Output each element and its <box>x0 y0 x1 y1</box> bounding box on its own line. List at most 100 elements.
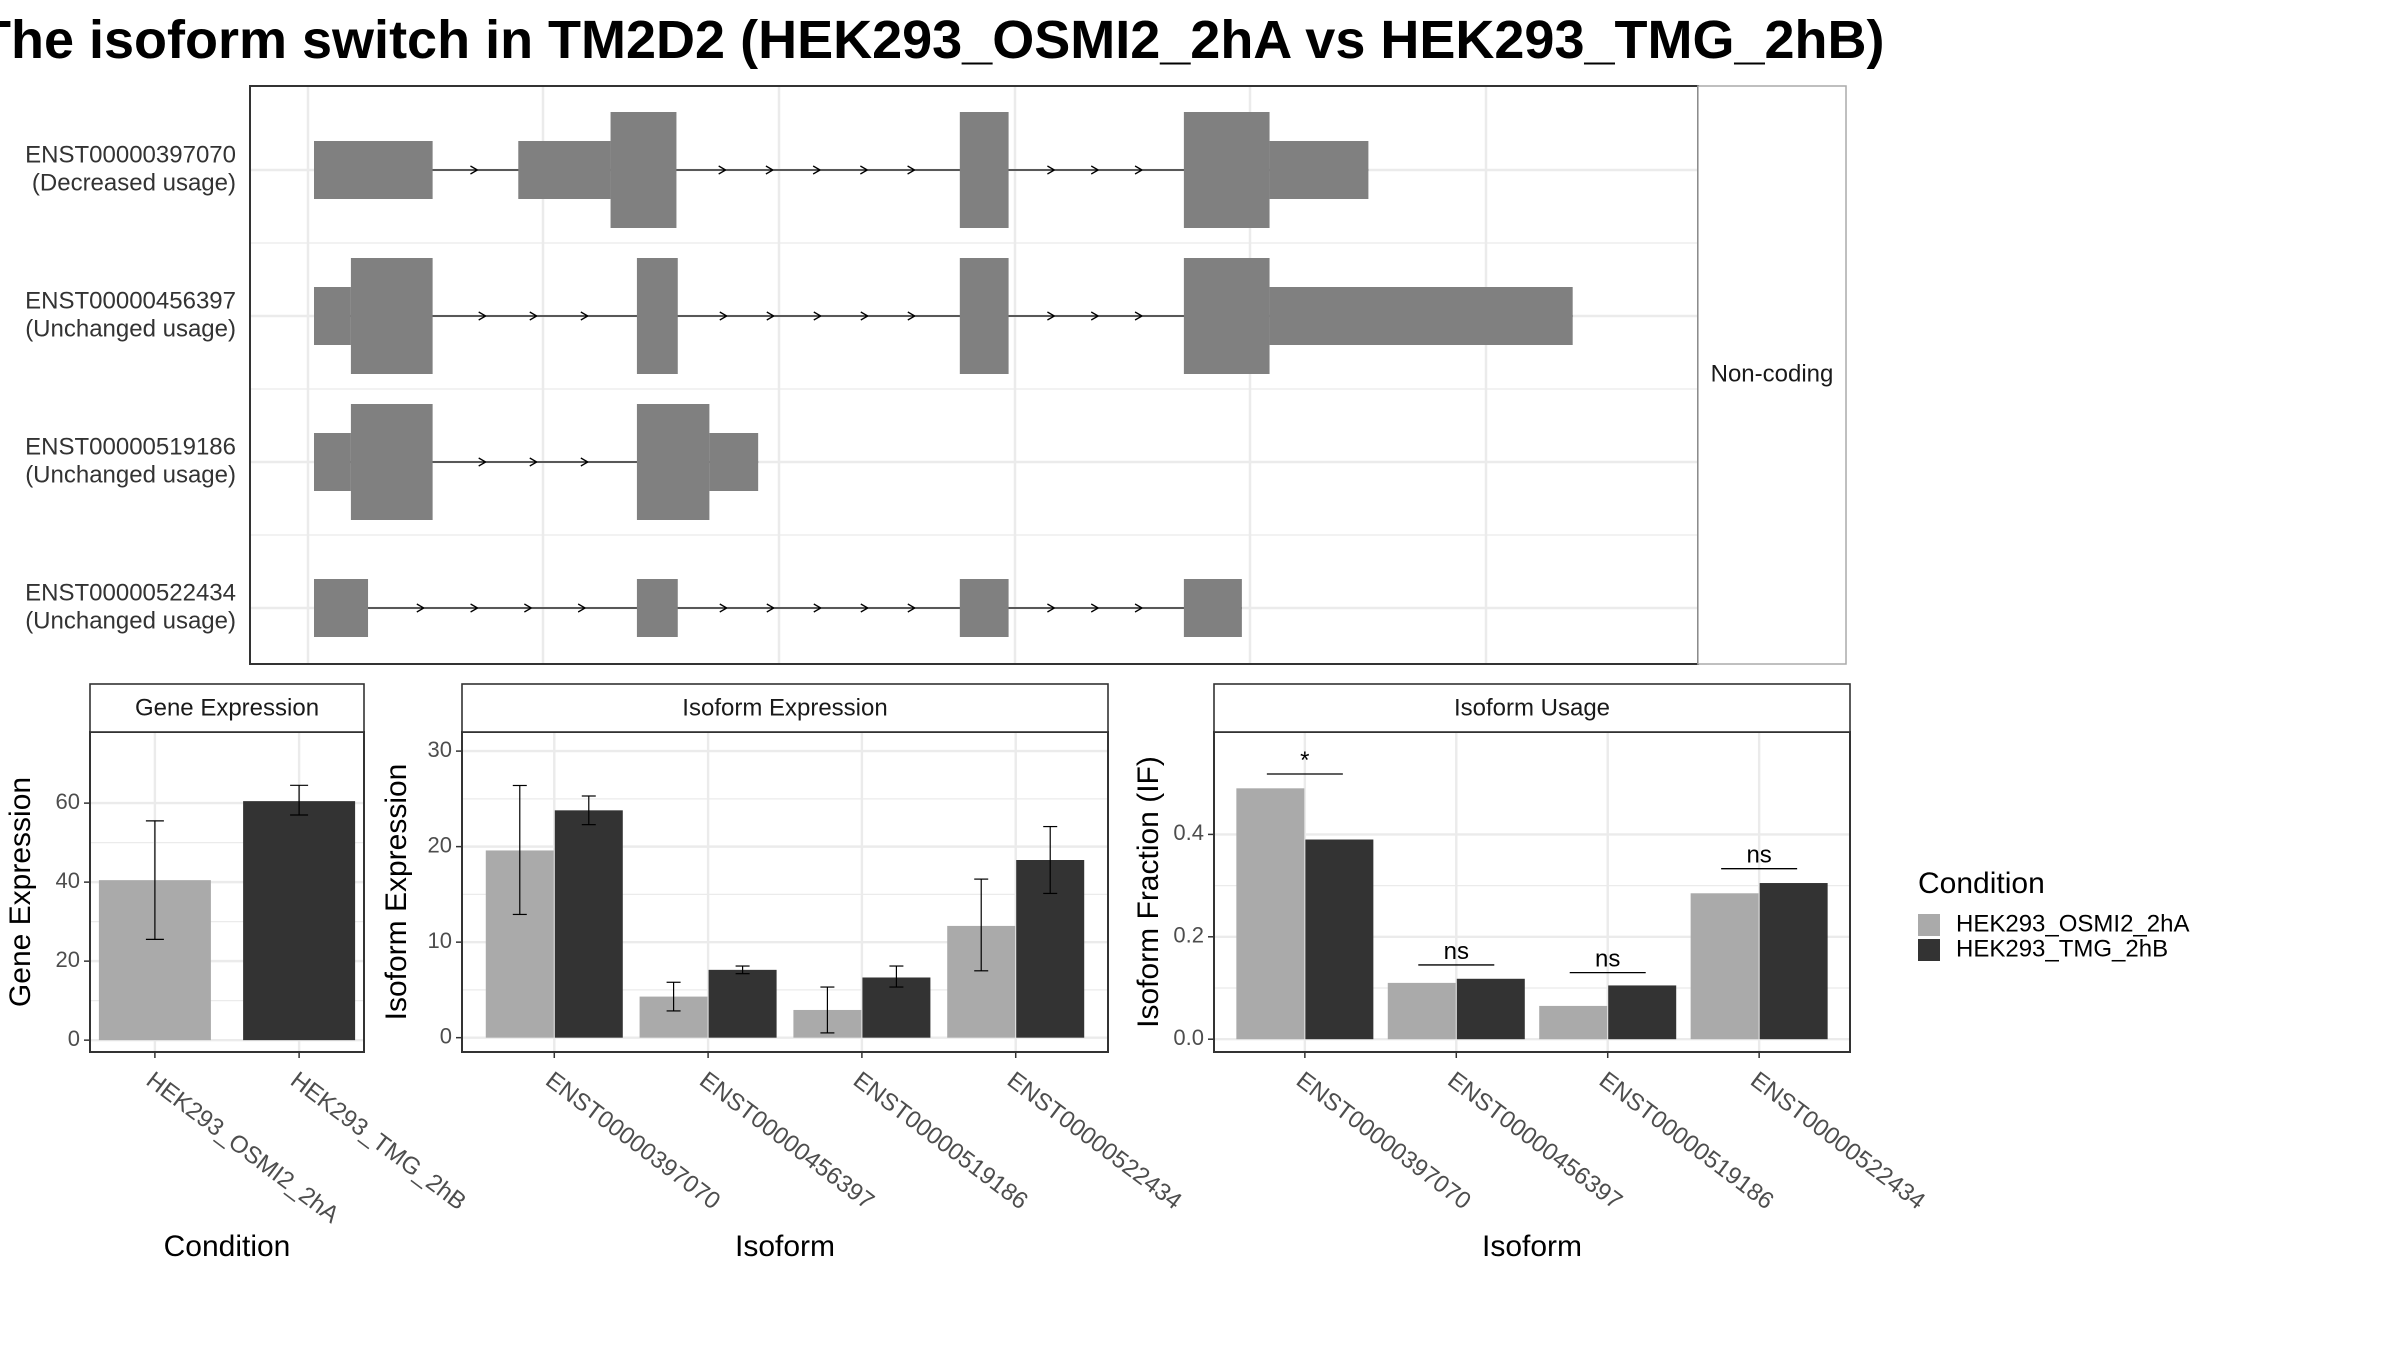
intron-arrow <box>860 603 870 613</box>
legend-label: HEK293_TMG_2hB <box>1956 935 2168 962</box>
y-tick-label: 20 <box>56 947 80 972</box>
figure-title: The isoform switch in TM2D2 (HEK293_OSMI… <box>0 10 1885 70</box>
intron-arrow <box>529 457 539 467</box>
y-tick-label: 0.0 <box>1173 1025 1204 1050</box>
panel-strip-label: Isoform Expression <box>682 694 887 721</box>
significance-label: ns <box>1595 946 1620 973</box>
x-axis-title: Isoform <box>735 1230 835 1263</box>
intron-arrow <box>813 311 823 321</box>
y-tick-label: 0.2 <box>1173 923 1204 948</box>
chart-layer: Non-coding ENST00000397070(Decreased usag… <box>4 85 2189 1263</box>
bar-HEK293_TMG_2hB <box>1305 839 1374 1040</box>
exon-block <box>314 141 433 199</box>
intron-arrow <box>1047 603 1056 613</box>
legend-label: HEK293_OSMI2_2hA <box>1956 910 2189 937</box>
exon-block <box>636 258 678 374</box>
exon-block <box>610 112 677 228</box>
intron-arrow <box>580 311 590 321</box>
intron-arrow <box>1090 165 1100 175</box>
exon-block <box>959 579 1009 637</box>
y-axis-title: Isoform Fraction (IF) <box>1132 756 1165 1028</box>
intron-arrow <box>529 311 539 321</box>
exon-block <box>1269 141 1369 199</box>
exon-block <box>1183 579 1242 637</box>
y-tick-label: 10 <box>428 928 452 953</box>
bar-HEK293_TMG_2hB <box>1759 883 1828 1040</box>
exon-block <box>314 287 351 345</box>
exon-block <box>709 433 759 491</box>
exon-block <box>959 258 1009 374</box>
intron-arrow <box>719 603 729 613</box>
transcript-label: (Unchanged usage) <box>25 461 236 488</box>
legend-title: Condition <box>1918 867 2045 900</box>
intron-arrow <box>577 603 587 613</box>
intron-arrow <box>470 165 479 175</box>
exon-block <box>636 404 710 520</box>
intron-arrow <box>478 457 488 467</box>
bar-HEK293_TMG_2hB <box>708 969 777 1038</box>
bar-HEK293_OSMI2_2hA <box>1539 1005 1608 1040</box>
bar-HEK293_OSMI2_2hA <box>1690 893 1759 1040</box>
exon-block <box>959 112 1009 228</box>
significance-label: ns <box>1746 842 1771 869</box>
legend-key <box>1918 939 1940 961</box>
y-axis-title: Gene Expression <box>4 777 37 1007</box>
intron-arrow <box>765 165 775 175</box>
exon-block <box>518 141 611 199</box>
intron-arrow <box>766 311 776 321</box>
intron-arrow <box>1090 311 1100 321</box>
bar-HEK293_TMG_2hB <box>1608 985 1677 1040</box>
intron-arrow <box>580 457 590 467</box>
intron-arrow <box>1134 311 1144 321</box>
intron-arrow <box>766 603 776 613</box>
intron-arrow <box>907 603 917 613</box>
gene-structure-panel: Non-coding <box>249 85 1847 665</box>
intron-arrow <box>470 603 479 613</box>
intron-arrow <box>1090 603 1100 613</box>
transcript-label: (Unchanged usage) <box>25 607 236 634</box>
intron-arrow <box>1047 311 1056 321</box>
bar-HEK293_OSMI2_2hA <box>1236 788 1305 1040</box>
intron-arrow <box>907 311 917 321</box>
intron-arrow <box>1047 165 1056 175</box>
exon-block <box>314 433 351 491</box>
intron-arrow <box>719 311 729 321</box>
intron-arrow <box>860 165 869 175</box>
x-axis-title: Isoform <box>1482 1230 1582 1263</box>
y-tick-label: 0 <box>68 1026 80 1051</box>
exon-block <box>314 579 369 637</box>
y-tick-label: 30 <box>428 737 452 762</box>
significance-label: ns <box>1444 938 1469 965</box>
exon-block <box>1183 112 1270 228</box>
transcript-label: ENST00000456397 <box>25 287 236 314</box>
intron-arrow <box>860 311 870 321</box>
y-axis-title: Isoform Expression <box>380 764 413 1021</box>
bar-HEK293_OSMI2_2hA <box>1387 982 1456 1040</box>
transcript-label: ENST00000397070 <box>25 141 236 168</box>
facet-strip-label: Non-coding <box>1711 360 1834 387</box>
exon-block <box>350 404 433 520</box>
y-tick-label: 0.4 <box>1173 820 1204 845</box>
y-tick-label: 40 <box>56 868 80 893</box>
panel-strip <box>89 683 365 733</box>
exon-block <box>636 579 678 637</box>
panel-strip-label: Isoform Usage <box>1454 694 1610 721</box>
panel-strip <box>461 683 1109 733</box>
intron-arrow <box>812 165 822 175</box>
intron-arrow <box>813 603 823 613</box>
transcript-label: (Decreased usage) <box>32 169 236 196</box>
intron-arrow <box>416 603 426 613</box>
intron-arrow <box>478 311 488 321</box>
transcript-label: (Unchanged usage) <box>25 315 236 342</box>
exon-block <box>1269 287 1573 345</box>
y-tick-label: 0 <box>440 1023 452 1048</box>
intron-arrow <box>524 603 533 613</box>
exon-block <box>1183 258 1270 374</box>
panel-strip-label: Gene Expression <box>135 694 319 721</box>
exon-block <box>350 258 433 374</box>
bar-HEK293_TMG_2hB <box>554 810 623 1038</box>
